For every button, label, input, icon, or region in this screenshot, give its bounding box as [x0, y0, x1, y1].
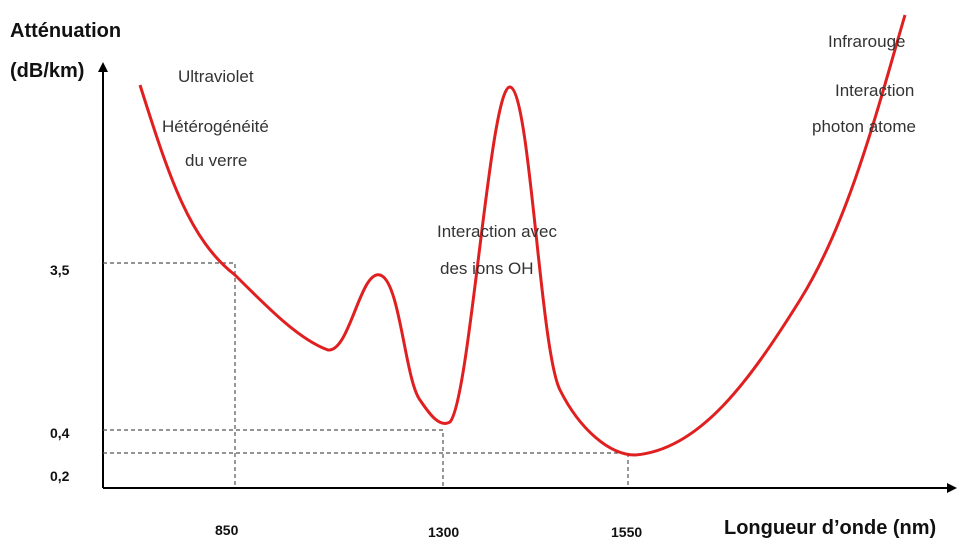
annotation: photon atome — [812, 117, 916, 136]
annotation: Ultraviolet — [178, 67, 254, 86]
annotation: Hétérogénéité — [162, 117, 269, 136]
y-label: 0,2 — [50, 468, 70, 484]
guide-1300 — [103, 429, 444, 488]
x-title: Longueur d’onde (nm) — [724, 517, 936, 539]
y-label: 3,5 — [50, 262, 70, 278]
attenuation-curve — [138, 14, 907, 457]
x-label: 850 — [215, 522, 239, 538]
annotation: Interaction — [835, 81, 914, 100]
guide-850 — [103, 262, 236, 488]
x-label: 1300 — [428, 524, 459, 540]
guide-1550 — [103, 452, 629, 488]
annotation: Infrarouge — [828, 32, 906, 51]
annotation: du verre — [185, 151, 247, 170]
y-title: Atténuation — [10, 20, 121, 42]
annotation: des ions OH — [440, 259, 534, 278]
y-title: (dB/km) — [10, 60, 84, 82]
x-label: 1550 — [611, 524, 642, 540]
y-label: 0,4 — [50, 425, 70, 441]
annotation: Interaction avec — [437, 222, 558, 241]
